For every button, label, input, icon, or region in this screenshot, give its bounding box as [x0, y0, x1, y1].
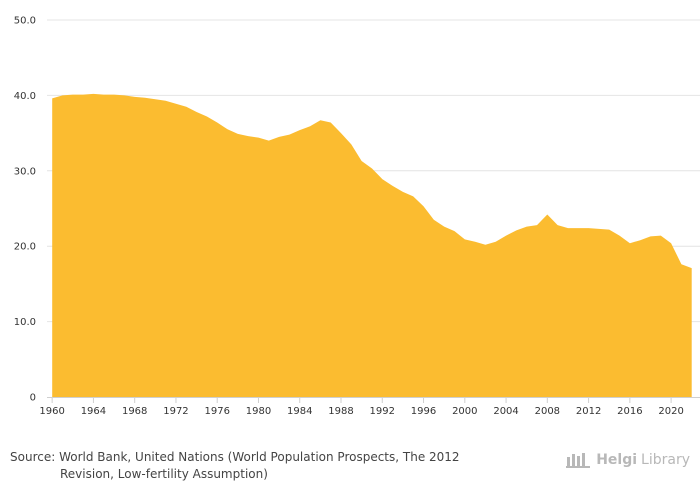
x-tick-label: 1992: [370, 406, 395, 417]
x-tick-label: 1968: [122, 406, 147, 417]
x-tick-label: 1980: [246, 406, 271, 417]
x-tick-label: 2008: [535, 406, 560, 417]
y-tick-label: 10.0: [14, 317, 36, 328]
x-tick-label: 1964: [81, 406, 106, 417]
y-tick-label: 30.0: [14, 166, 36, 177]
x-axis: 1960 1964 1968 1972 1976 1980 1984 1988 1992 1996…: [39, 397, 700, 417]
source-note: Source: World Bank, United Nations (Worl…: [10, 449, 510, 483]
x-tick-label: 1976: [204, 406, 229, 417]
area-chart: 1960 1964 1968 1972 1976 1980 1984 1988 1992 1996…: [14, 16, 700, 417]
x-tick-label: 1960: [39, 406, 64, 417]
x-tick-label: 1984: [287, 406, 312, 417]
series-area: [52, 93, 692, 398]
y-tick-label: 50.0: [14, 16, 36, 27]
x-tick-label: 1972: [163, 406, 188, 417]
x-tick-label: 2012: [576, 406, 601, 417]
helgi-library-logo-icon: [566, 453, 591, 468]
x-tick-label: 2000: [452, 406, 477, 417]
source-line-2: Revision, Low-fertility Assumption): [60, 467, 268, 481]
x-tick-label: 2020: [658, 406, 683, 417]
x-tick-label: 1996: [411, 406, 436, 417]
x-tick-label: 1988: [328, 406, 353, 417]
y-tick-label: 20.0: [14, 242, 36, 253]
y-tick-label: 40.0: [14, 91, 36, 102]
source-line-1: Source: World Bank, United Nations (Worl…: [10, 450, 460, 464]
y-tick-label: 0: [30, 393, 36, 404]
brand-name-light: Library: [641, 452, 690, 468]
x-tick-label: 2016: [617, 406, 642, 417]
brand-logo: Helgi Library: [566, 451, 690, 469]
brand-name-bold: Helgi: [596, 452, 638, 468]
x-tick-label: 2004: [493, 406, 518, 417]
y-axis: 0 10.0 20.0 30.0 40.0 50.0: [14, 16, 36, 404]
